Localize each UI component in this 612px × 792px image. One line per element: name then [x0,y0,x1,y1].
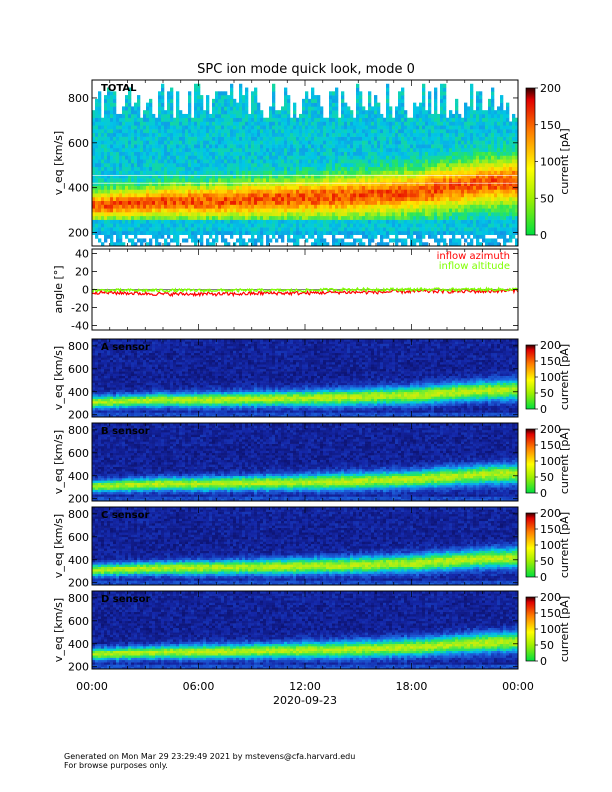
footer: Generated on Mon Mar 29 23:29:49 2021 by… [64,752,355,770]
y-axis-label: v_eq [km/s] [52,514,65,578]
panel-label: A sensor [101,342,150,353]
colorbar-label: current [pA] [558,344,571,410]
colorbar-label: current [pA] [558,596,571,662]
colorbar-tick-label: 100 [540,371,561,384]
colorbar [525,344,536,410]
colorbar-tick-label: 50 [540,471,554,484]
y-tick-label: 600 [68,447,89,460]
colorbar-label: current [pA] [558,128,571,194]
panel-label: TOTAL [101,83,137,94]
colorbar-tick-label: 150 [540,119,561,132]
y-tick-label: 20 [75,266,89,279]
panel-1: TOTAL 0 50 100 150 200 current [pA] 200 400 600 80… [52,79,571,247]
colorbar-tick-label: 150 [540,355,561,368]
legend-entry: inflow altitude [439,261,510,272]
y-tick-label: -40 [71,320,89,333]
chart-title: SPC ion mode quick look, mode 0 [197,62,415,77]
colorbar-label: current [pA] [558,512,571,578]
y-tick-label: 800 [68,340,89,353]
y-tick-label: 200 [68,577,89,590]
colorbar-tick-label: 50 [540,192,554,205]
y-tick-label: 800 [68,508,89,521]
footer-generated: Generated on Mon Mar 29 23:29:49 2021 by… [64,752,355,761]
heatmap-cells [92,80,519,247]
colorbar-tick-label: 150 [540,607,561,620]
y-tick-label: -20 [71,302,89,315]
x-tick-label: 18:00 [396,680,428,693]
y-tick-label: 200 [68,493,89,506]
colorbar-tick-label: 100 [540,623,561,636]
y-tick-label: 600 [68,363,89,376]
colorbar-tick-label: 50 [540,387,554,400]
colorbar-tick-label: 200 [540,339,561,352]
x-tick-label: 12:00 [289,680,321,693]
colorbar [525,512,536,578]
y-axis-label: v_eq [km/s] [52,598,65,662]
y-tick-label: 400 [68,554,89,567]
y-tick-label: 400 [68,182,89,195]
colorbar-tick-label: 0 [540,571,547,584]
colorbar-tick-label: 150 [540,439,561,452]
heatmap-cells [92,339,519,418]
colorbar-tick-label: 0 [540,655,547,668]
y-axis-label: v_eq [km/s] [52,131,65,195]
colorbar-tick-label: 200 [540,82,561,95]
y-axis-label: angle [°] [52,265,65,313]
panel-label: B sensor [101,426,150,437]
colorbar [525,596,536,662]
y-tick-label: 800 [68,424,89,437]
colorbar-tick-label: 0 [540,403,547,416]
x-axis: 00:00 06:00 12:00 18:00 00:00 2020-09-23 [76,680,534,707]
heatmap-cells [92,423,519,502]
legend-entry: inflow azimuth [437,251,510,262]
heatmap-cells [92,507,519,586]
colorbar [525,428,536,494]
colorbar-tick-label: 0 [540,229,547,242]
y-tick-label: 800 [68,92,89,105]
colorbar-tick-label: 100 [540,539,561,552]
x-tick-label: 00:00 [502,680,534,693]
y-tick-label: 40 [75,248,89,261]
y-axis-label: v_eq [km/s] [52,430,65,494]
heatmap-cells [92,591,519,670]
x-axis-date: 2020-09-23 [273,694,337,707]
colorbar-tick-label: 200 [540,423,561,436]
colorbar-tick-label: 50 [540,555,554,568]
y-tick-label: 200 [68,409,89,422]
colorbar-tick-label: 100 [540,455,561,468]
colorbar-label: current [pA] [558,428,571,494]
y-axis-label: v_eq [km/s] [52,346,65,410]
panel-label: D sensor [101,594,150,605]
y-tick-label: 600 [68,531,89,544]
y-tick-label: 600 [68,615,89,628]
colorbar-tick-label: 150 [540,523,561,536]
series-line-altitude [91,286,519,294]
colorbar-tick-label: 200 [540,591,561,604]
y-tick-label: 200 [68,227,89,240]
colorbar-tick-label: 50 [540,639,554,652]
y-tick-label: 200 [68,661,89,674]
colorbar-tick-label: 100 [540,156,561,169]
footer-note: For browse purposes only. [64,761,355,770]
colorbar-tick-label: 200 [540,507,561,520]
colorbar-tick-label: 0 [540,487,547,500]
y-tick-label: 600 [68,137,89,150]
y-tick-label: 800 [68,592,89,605]
colorbar [525,87,536,236]
y-tick-label: 400 [68,386,89,399]
x-tick-label: 06:00 [183,680,215,693]
panel-label: C sensor [101,510,149,521]
y-tick-label: 400 [68,470,89,483]
y-tick-label: 400 [68,638,89,651]
x-tick-label: 00:00 [76,680,108,693]
y-tick-label: 0 [82,284,89,297]
